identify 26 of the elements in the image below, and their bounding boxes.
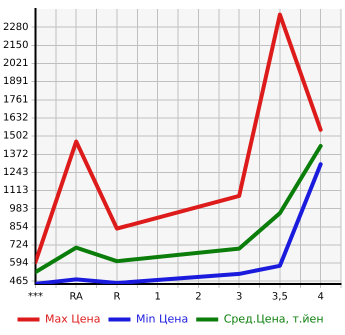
x-tick-label: 1: [154, 292, 161, 303]
y-tick-label: 1243: [2, 166, 28, 178]
x-tick-label: ***: [28, 292, 43, 303]
legend-label: Сред.Цена, т.йен: [224, 312, 324, 326]
x-tick-label: 2: [195, 292, 202, 303]
y-tick-label: 1632: [2, 112, 28, 124]
y-tick-label: 1372: [2, 148, 28, 160]
y-tick-label: 1891: [2, 76, 28, 88]
y-tick-label: 2280: [2, 22, 28, 33]
y-tick-label: 2021: [2, 58, 28, 70]
x-tick-label: 3,5: [272, 292, 288, 303]
x-tick-label: 4: [317, 292, 324, 303]
y-tick-label: 1761: [2, 94, 28, 106]
x-tick-label: RA: [69, 292, 84, 303]
y-tick-label: 854: [9, 221, 28, 232]
y-tick-label: 1502: [2, 130, 28, 142]
y-tick-label: 983: [9, 203, 28, 214]
x-tick-label: 3: [236, 292, 242, 303]
x-tick-label: R: [113, 292, 120, 303]
y-tick-label: 724: [9, 240, 28, 251]
legend-label: Min Цена: [136, 312, 188, 326]
y-tick-label: 465: [9, 276, 28, 287]
legend-label: Max Цена: [44, 312, 100, 326]
y-tick-label: 2150: [2, 40, 28, 51]
y-tick-label: 1113: [2, 185, 28, 196]
y-tick-label: 594: [9, 258, 28, 269]
